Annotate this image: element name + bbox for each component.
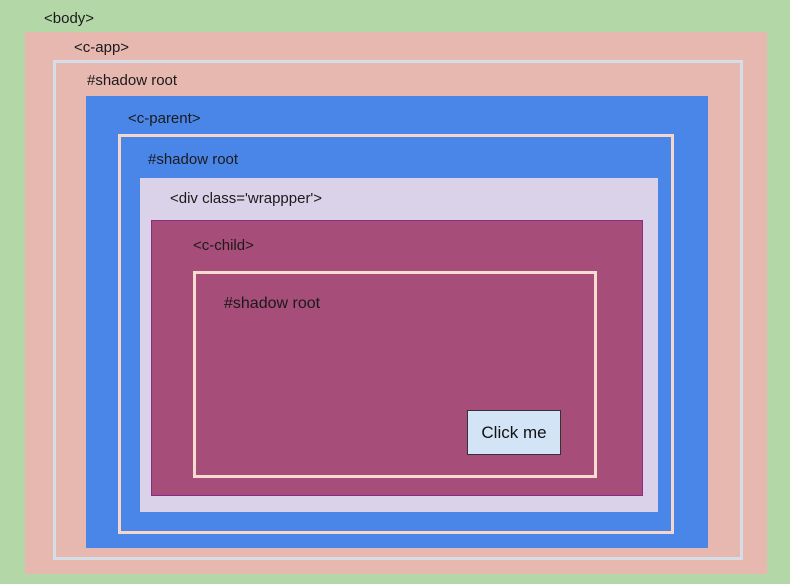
c-parent-shadow-root-label: #shadow root <box>148 151 239 168</box>
click-me-button[interactable]: Click me <box>467 410 561 455</box>
c-child-shadow-root-label: #shadow root <box>224 295 321 312</box>
c-parent-label: <c-parent> <box>128 110 201 127</box>
c-app-shadow-root-label: #shadow root <box>87 72 178 89</box>
c-child-label: <c-child> <box>193 237 254 254</box>
wrapper-div-label: <div class='wrappper'> <box>170 190 323 207</box>
c-child-shadow-root <box>193 271 597 478</box>
c-app-label: <c-app> <box>74 39 130 56</box>
body-label: <body> <box>44 10 95 27</box>
